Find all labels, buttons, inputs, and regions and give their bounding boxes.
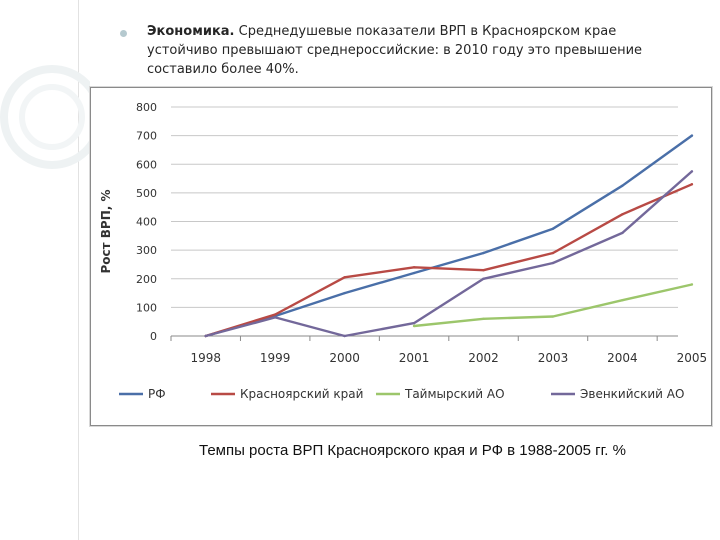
data-point — [412, 266, 416, 269]
data-point — [690, 183, 694, 186]
y-tick-label: 200 — [136, 273, 157, 286]
data-point — [273, 313, 277, 316]
data-point — [690, 283, 694, 286]
data-point — [412, 324, 416, 328]
growth-line-chart: 0 100 200 300 400 500 600 700 800 1998 1999 2000 200… — [99, 101, 708, 401]
y-tick-label: 700 — [136, 130, 157, 143]
series-line-3 — [412, 283, 694, 328]
data-point — [204, 334, 207, 338]
data-point — [343, 276, 346, 279]
legend-label: Эвенкийский АО — [580, 387, 684, 401]
bullet-body: Среднедушевые показатели ВРП в Красноярс… — [147, 24, 643, 77]
data-point — [621, 184, 624, 187]
data-point — [482, 268, 485, 272]
y-tick-label: 400 — [136, 216, 157, 229]
data-point — [621, 299, 624, 302]
y-tick-label: 600 — [136, 158, 157, 171]
series-line-1 — [204, 134, 694, 338]
data-point — [551, 251, 555, 255]
legend-label: Таймырский АО — [404, 387, 505, 401]
data-point — [482, 251, 485, 255]
x-tick-label: 2001 — [399, 351, 430, 365]
data-point — [551, 261, 555, 265]
legend-label: РФ — [148, 387, 166, 401]
y-axis-title: Рост ВРП, % — [99, 189, 113, 273]
data-point — [273, 316, 277, 319]
x-tick-label: 2004 — [607, 351, 638, 365]
decorative-circles — [0, 65, 90, 169]
chart-frame: 0 100 200 300 400 500 600 700 800 1998 1999 2000 200… — [90, 87, 712, 426]
data-point — [482, 277, 485, 280]
y-tick-label: 800 — [136, 101, 157, 114]
bullet-bold-label: Экономика. — [147, 24, 235, 39]
y-tick-label: 100 — [136, 301, 157, 314]
y-tick-label: 300 — [136, 244, 157, 257]
y-tick-label: 0 — [150, 330, 157, 343]
legend-label: Красноярский край — [240, 387, 363, 401]
chart-caption: Темпы роста ВРП Красноярского края и РФ … — [199, 442, 626, 459]
data-point — [482, 317, 485, 321]
data-point — [551, 227, 555, 230]
x-tick-label: 1999 — [260, 351, 291, 365]
data-point — [690, 170, 694, 173]
data-point — [621, 213, 624, 216]
x-tick-label: 2005 — [677, 351, 708, 365]
y-tick-label: 500 — [136, 187, 157, 200]
x-tick-label: 2000 — [329, 351, 360, 365]
x-tick-label: 2003 — [538, 351, 569, 365]
data-point — [412, 321, 416, 325]
bullet-text: Экономика. Среднедушевые показатели ВРП … — [147, 22, 687, 79]
data-point — [412, 271, 416, 275]
x-tick-label: 1998 — [190, 351, 221, 365]
series-line-2 — [204, 183, 694, 338]
series-line-4 — [204, 170, 694, 338]
left-divider — [78, 0, 79, 540]
data-point — [690, 134, 694, 137]
x-tick-label: 2002 — [468, 351, 499, 365]
data-point — [343, 334, 346, 338]
bullet-dot-icon — [120, 30, 127, 37]
data-point — [343, 291, 346, 295]
data-point — [551, 315, 555, 318]
data-point — [621, 231, 624, 235]
